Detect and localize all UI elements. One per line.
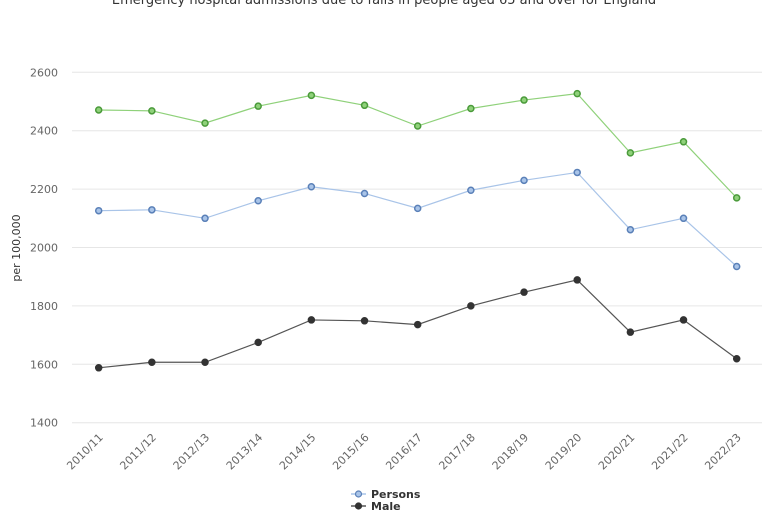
data-point [148, 206, 156, 214]
legend-label-male: Male [371, 500, 401, 512]
y-tick-label: 2600 [30, 66, 58, 79]
y-tick-label: 2000 [30, 242, 58, 255]
data-point [307, 183, 316, 191]
x-tick-label: 2019/20 [543, 431, 585, 473]
data-point [573, 276, 581, 284]
data-point [626, 328, 635, 336]
x-tick-label: 2010/11 [64, 431, 106, 473]
data-point [307, 316, 316, 324]
data-point [679, 214, 688, 223]
data-point [360, 189, 369, 198]
data-point [732, 262, 741, 271]
data-point [201, 214, 209, 223]
data-point [626, 225, 635, 234]
data-point [467, 302, 475, 310]
data-point [732, 355, 741, 363]
x-tick-label: 2022/23 [702, 431, 744, 473]
x-tick-label: 2021/22 [649, 431, 691, 473]
data-point [94, 206, 103, 215]
data-point [413, 204, 422, 213]
legend-marker [354, 502, 363, 510]
data-point [520, 96, 528, 104]
data-point [467, 186, 475, 195]
data-point [254, 102, 262, 110]
data-point [307, 91, 316, 100]
y-tick-label: 1800 [30, 300, 58, 313]
data-point [201, 119, 209, 127]
data-point [254, 197, 262, 205]
y-tick-label: 2200 [30, 183, 58, 196]
y-axis-label: per 100,000 [10, 214, 23, 281]
data-point [254, 338, 262, 347]
legend-label-persons: Persons [371, 488, 421, 501]
chart-title: Emergency hospital admissions due to fal… [111, 0, 657, 8]
series-line [98, 92, 738, 199]
x-tick-label: 2020/21 [596, 431, 638, 473]
x-tick-label: 2017/18 [436, 431, 478, 473]
data-point [413, 320, 422, 329]
x-tick-label: 2011/12 [117, 431, 159, 473]
y-tick-label: 1600 [30, 358, 58, 371]
data-point [679, 138, 688, 146]
data-point [520, 176, 528, 185]
data-point [413, 122, 422, 130]
data-point [360, 101, 369, 110]
data-point [360, 317, 369, 325]
data-point [732, 194, 741, 202]
data-point [573, 89, 581, 98]
y-tick-label: 2400 [30, 125, 58, 138]
series-line [98, 171, 738, 267]
x-tick-label: 2013/14 [224, 431, 266, 473]
x-tick-label: 2018/19 [490, 431, 532, 473]
data-point [94, 364, 103, 372]
x-tick-label: 2012/13 [171, 431, 213, 473]
x-tick-label: 2016/17 [383, 431, 425, 473]
data-point [467, 104, 475, 113]
data-point [626, 149, 635, 157]
data-point [573, 168, 581, 177]
x-tick-label: 2014/15 [277, 431, 319, 473]
x-tick-label: 2015/16 [330, 431, 372, 473]
y-tick-label: 1400 [30, 417, 58, 430]
data-point [520, 288, 528, 296]
data-point [201, 358, 209, 367]
data-point [148, 358, 156, 367]
data-point [679, 316, 688, 324]
data-point [148, 107, 156, 115]
legend-marker [354, 490, 363, 498]
data-point [94, 106, 103, 114]
